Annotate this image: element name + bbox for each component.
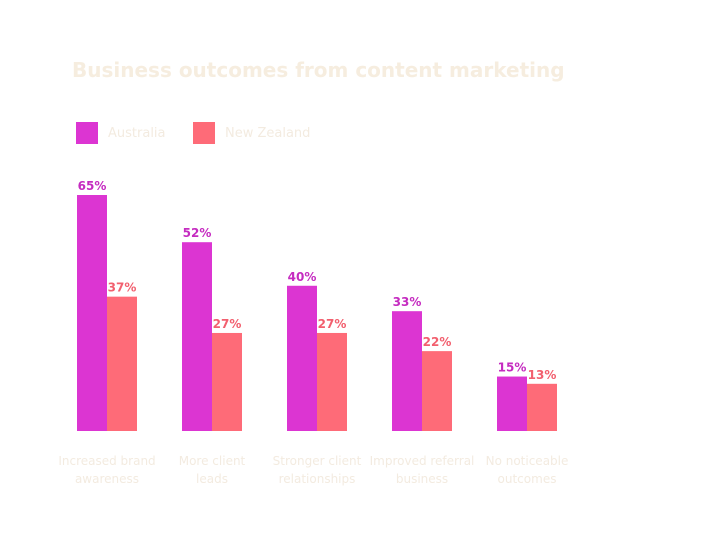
- data-label-australia-stronger-client-relationships: 40%: [288, 270, 317, 284]
- legend-swatch-new-zealand: [193, 122, 215, 144]
- bar-new-zealand-no-noticeable-outcomes: [527, 383, 557, 431]
- data-label-australia-more-client-leads: 52%: [183, 226, 212, 240]
- data-label-new-zealand-no-noticeable-outcomes: 13%: [528, 368, 557, 382]
- bar-new-zealand-stronger-client-relationships: [317, 332, 347, 431]
- bar-new-zealand-improved-referral-business: [422, 351, 452, 431]
- legend-item-new-zealand: New Zealand: [193, 122, 310, 144]
- legend-label-australia: Australia: [108, 125, 166, 141]
- category-label-more-client-leads: More client leads: [179, 454, 246, 486]
- category-label-increased-brand-awareness: Increased brand awareness: [58, 454, 155, 486]
- bar-australia-stronger-client-relationships: [287, 285, 317, 431]
- bar-australia-improved-referral-business: [392, 311, 422, 431]
- chart-title: Business outcomes from content marketing: [72, 58, 565, 82]
- data-label-new-zealand-stronger-client-relationships: 27%: [318, 317, 347, 331]
- category-label-no-noticeable-outcomes: No noticeable outcomes: [486, 454, 569, 486]
- legend-swatch-australia: [76, 122, 98, 144]
- category-label-improved-referral-business: Improved referral business: [370, 454, 475, 486]
- bar-new-zealand-increased-brand-awareness: [107, 296, 137, 431]
- bar-australia-no-noticeable-outcomes: [497, 376, 527, 431]
- bar-new-zealand-more-client-leads: [212, 332, 242, 431]
- data-label-new-zealand-increased-brand-awareness: 37%: [108, 281, 137, 295]
- bar-australia-increased-brand-awareness: [77, 195, 107, 431]
- data-label-new-zealand-more-client-leads: 27%: [213, 317, 242, 331]
- category-label-stronger-client-relationships: Stronger client relationships: [273, 454, 362, 486]
- legend-item-australia: Australia: [76, 122, 166, 144]
- data-label-australia-no-noticeable-outcomes: 15%: [498, 361, 527, 375]
- data-label-australia-improved-referral-business: 33%: [393, 295, 422, 309]
- data-label-new-zealand-improved-referral-business: 22%: [423, 335, 452, 349]
- bar-australia-more-client-leads: [182, 242, 212, 431]
- data-label-australia-increased-brand-awareness: 65%: [78, 179, 107, 193]
- legend-label-new-zealand: New Zealand: [225, 125, 311, 141]
